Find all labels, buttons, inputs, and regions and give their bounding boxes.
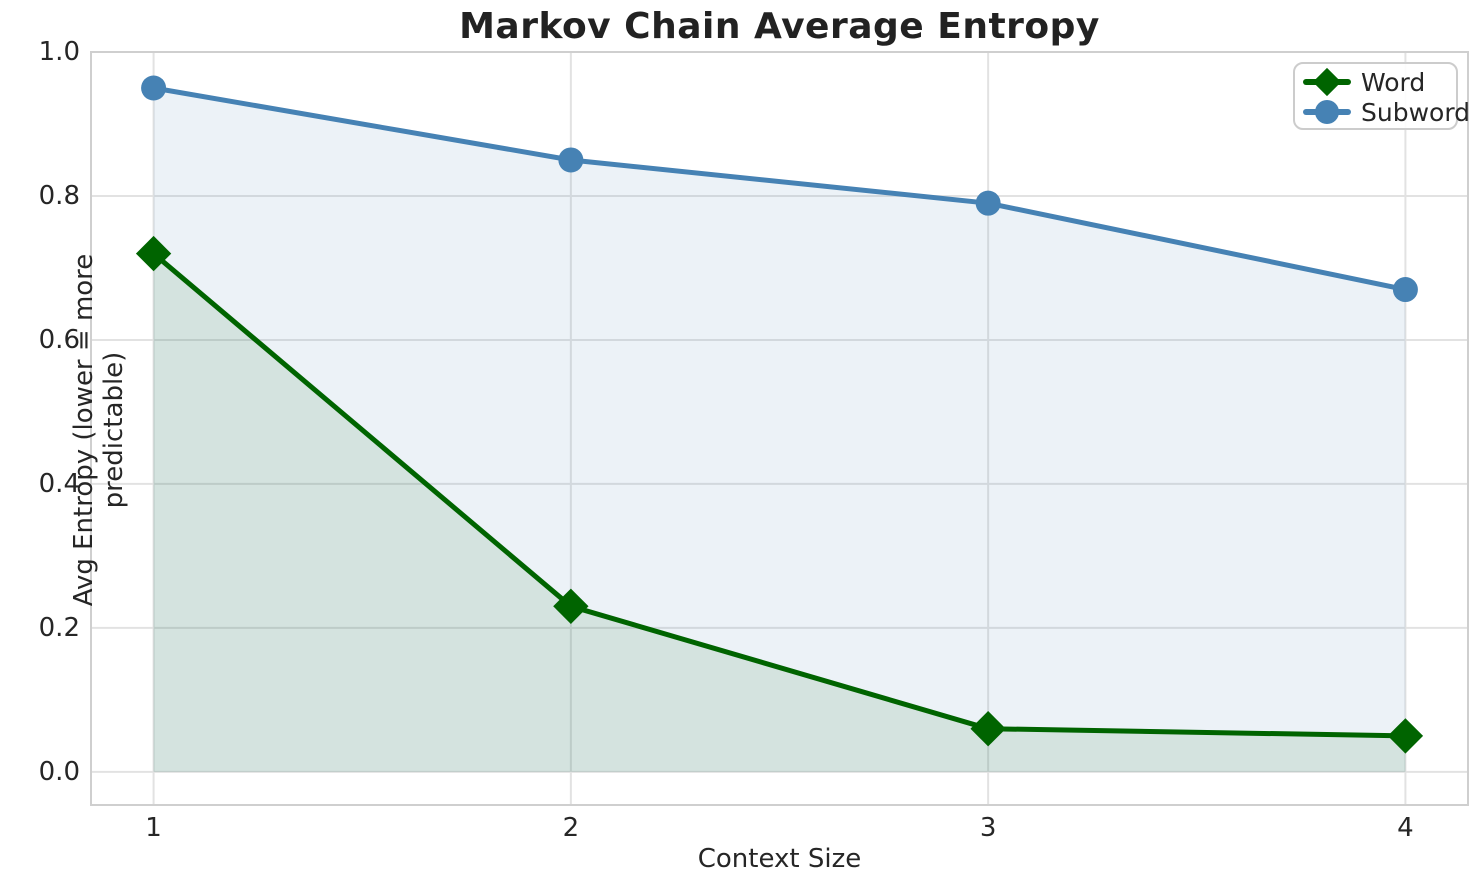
x-axis-label: Context Size [697, 844, 862, 874]
word-line [151, 251, 1408, 739]
legend-item-word: Word [1303, 67, 1456, 97]
y-axis-label: Avg Entropy (lower = more predictable) [69, 253, 129, 607]
subword-marker-2 [558, 147, 584, 173]
y-tick-1.0: 1.0 [38, 37, 80, 67]
y-tick-0.8: 0.8 [38, 180, 80, 211]
x-tick-2: 2 [562, 813, 580, 843]
legend: Word Subword [1293, 62, 1470, 130]
word-marker-2 [553, 588, 589, 624]
word-diamond-icon [1312, 67, 1342, 97]
y-tick-0.0: 0.0 [38, 756, 80, 787]
word-marker-1 [135, 235, 172, 272]
legend-label-subword: Subword [1361, 97, 1471, 127]
legend-handle-subword [1303, 97, 1351, 127]
word-marker-3 [970, 711, 1006, 747]
x-tick-1: 1 [145, 813, 162, 843]
word-marker-4 [1387, 718, 1424, 754]
subword-circle-icon [1315, 100, 1339, 124]
subword-line [151, 85, 1408, 293]
legend-handle-word [1303, 67, 1351, 97]
subword-area [153, 87, 1406, 772]
subword-marker-1 [141, 75, 167, 101]
y-tick-0.6: 0.6 [38, 324, 80, 355]
y-tick-0.2: 0.2 [38, 612, 80, 643]
legend-label-word: Word [1361, 67, 1426, 97]
subword-marker-3 [975, 190, 1001, 216]
chart-title: Markov Chain Average Entropy [459, 6, 1100, 47]
x-tick-4: 4 [1397, 813, 1414, 843]
subword-marker-4 [1392, 277, 1418, 303]
axes-background [91, 52, 1468, 805]
legend-item-subword: Subword [1303, 97, 1470, 127]
axes-spines [90, 51, 1469, 806]
y-tick-0.4: 0.4 [38, 468, 80, 499]
word-area [153, 253, 1406, 772]
x-tick-3: 3 [979, 813, 997, 843]
